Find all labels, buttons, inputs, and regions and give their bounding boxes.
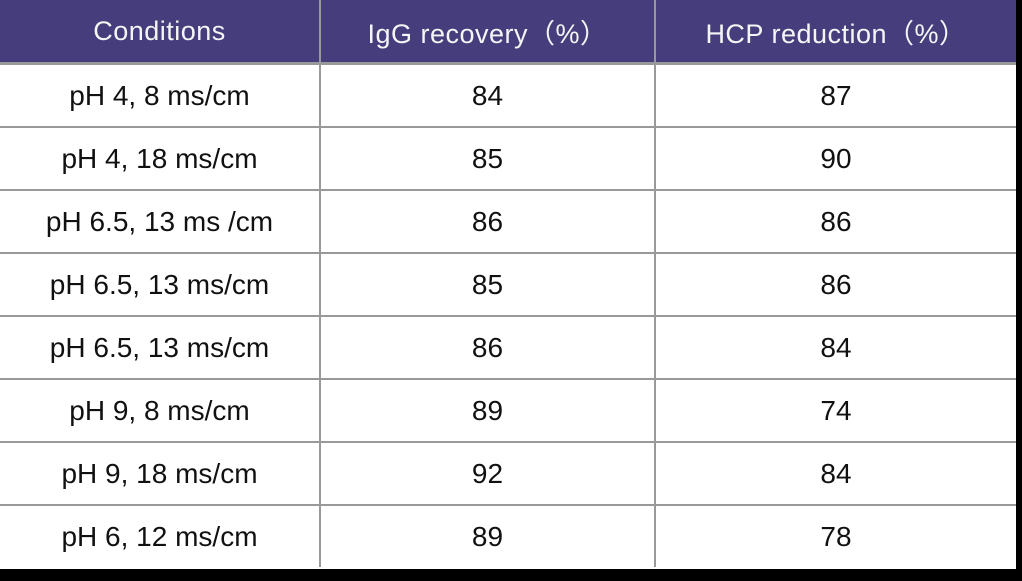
table-row: pH 9, 8 ms/cm 89 74 [0, 379, 1016, 443]
igg-recovery-cell: 86 [319, 190, 655, 254]
igg-recovery-cell: 89 [319, 505, 655, 567]
hcp-reduction-cell: 86 [654, 253, 1016, 317]
hcp-reduction-header: HCP reduction（%） [654, 0, 1016, 65]
condition-cell: pH 6, 12 ms/cm [0, 505, 320, 567]
table-row: pH 6, 12 ms/cm 89 78 [0, 505, 1016, 567]
hcp-reduction-cell: 84 [654, 316, 1016, 380]
hcp-reduction-cell: 86 [654, 190, 1016, 254]
conditions-header: Conditions [0, 0, 320, 65]
hcp-reduction-cell: 90 [654, 127, 1016, 191]
hcp-reduction-cell: 84 [654, 442, 1016, 506]
condition-cell: pH 6.5, 13 ms /cm [0, 190, 320, 254]
table-row: pH 6.5, 13 ms/cm 85 86 [0, 253, 1016, 317]
condition-cell: pH 9, 8 ms/cm [0, 379, 320, 443]
igg-recovery-cell: 85 [319, 127, 655, 191]
results-table: Conditions IgG recovery（%） HCP reduction… [0, 0, 1016, 567]
igg-recovery-cell: 85 [319, 253, 655, 317]
condition-cell: pH 9, 18 ms/cm [0, 442, 320, 506]
hcp-reduction-cell: 74 [654, 379, 1016, 443]
table-row: pH 4, 8 ms/cm 84 87 [0, 63, 1016, 128]
igg-recovery-cell: 84 [319, 63, 655, 128]
table-row: pH 4, 18 ms/cm 85 90 [0, 127, 1016, 191]
igg-recovery-cell: 89 [319, 379, 655, 443]
table-row: pH 9, 18 ms/cm 92 84 [0, 442, 1016, 506]
igg-recovery-cell: 92 [319, 442, 655, 506]
hcp-reduction-cell: 78 [654, 505, 1016, 567]
condition-cell: pH 4, 8 ms/cm [0, 63, 320, 128]
hcp-reduction-cell: 87 [654, 63, 1016, 128]
table-row: pH 6.5, 13 ms /cm 86 86 [0, 190, 1016, 254]
table-area: Conditions IgG recovery（%） HCP reduction… [0, 0, 1016, 569]
condition-cell: pH 6.5, 13 ms/cm [0, 253, 320, 317]
condition-cell: pH 6.5, 13 ms/cm [0, 316, 320, 380]
table-row: pH 6.5, 13 ms/cm 86 84 [0, 316, 1016, 380]
igg-recovery-cell: 86 [319, 316, 655, 380]
condition-cell: pH 4, 18 ms/cm [0, 127, 320, 191]
igg-recovery-header: IgG recovery（%） [319, 0, 655, 65]
header-row: Conditions IgG recovery（%） HCP reduction… [0, 0, 1016, 65]
